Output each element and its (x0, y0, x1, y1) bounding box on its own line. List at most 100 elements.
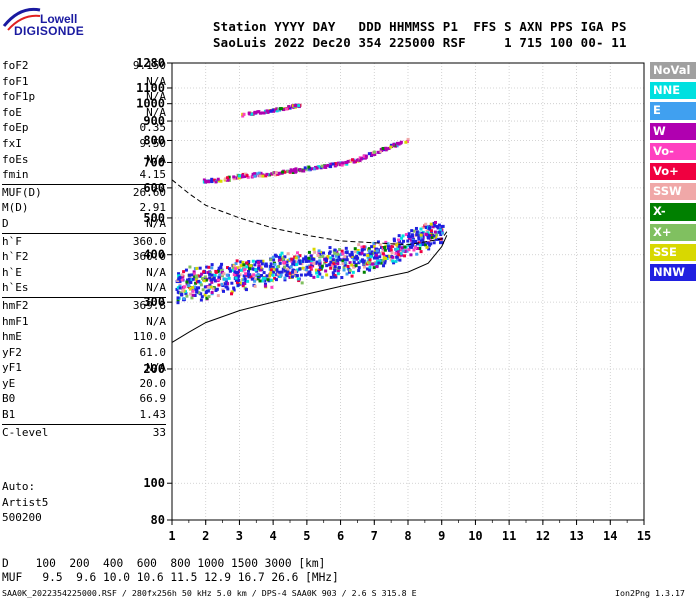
echo-dot (282, 108, 286, 112)
echo-dot (288, 275, 292, 279)
echo-dot (375, 265, 379, 269)
echo-dot (266, 278, 270, 282)
echo-dot (352, 260, 356, 264)
param-row: yE 20.0 (2, 376, 166, 392)
echo-dot (298, 259, 302, 263)
echo-dot (253, 279, 257, 283)
echo-dot (197, 279, 201, 283)
echo-dot (278, 255, 282, 259)
x-tick-label: 9 (438, 529, 445, 543)
echo-dot (239, 264, 243, 268)
echo-dot (216, 269, 220, 273)
echo-dot (417, 237, 421, 241)
echo-dot (275, 107, 279, 111)
echo-dot (372, 256, 376, 260)
echo-dot (427, 247, 431, 251)
echo-dot (364, 154, 368, 158)
echo-dot (253, 111, 257, 115)
echo-dot (300, 262, 304, 266)
echo-dot (237, 268, 241, 272)
profile-curve-dashed (171, 179, 448, 246)
echo-dot (193, 285, 197, 289)
echo-dot (176, 296, 180, 300)
echo-dot (316, 254, 320, 258)
echo-dot (259, 266, 263, 270)
echo-dot (414, 226, 418, 230)
echo-dot (431, 225, 435, 229)
param-value: N/A (146, 265, 166, 279)
echo-dot (304, 268, 308, 272)
echo-dot (394, 259, 398, 263)
echo-dot (278, 275, 282, 279)
param-row: yF2 61.0 (2, 345, 166, 361)
echo-dot (177, 277, 181, 281)
echo-dot (331, 258, 335, 262)
echo-dot (343, 255, 347, 259)
param-value: N/A (146, 90, 166, 104)
echo-dot (251, 172, 255, 176)
echo-dot (420, 231, 424, 235)
echo-dot (362, 247, 366, 251)
echo-dot (333, 265, 337, 269)
echo-dot (309, 254, 313, 258)
echo-dot (288, 169, 292, 173)
echo-dot (410, 238, 414, 242)
header-values: SaoLuis 2022 Dec20 354 225000 RSF 1 715 … (213, 35, 627, 50)
echo-dot (362, 260, 366, 264)
echo-dot (400, 246, 404, 250)
echo-dot (419, 233, 423, 237)
echo-dot (263, 279, 267, 283)
echo-dot (435, 233, 439, 237)
echo-dot (296, 268, 300, 272)
echo-dot (220, 262, 224, 266)
echo-dot (426, 231, 430, 235)
echo-dot (400, 253, 404, 257)
echo-dot (313, 167, 317, 171)
echo-dot (376, 150, 380, 154)
x-tick-label: 1 (168, 529, 175, 543)
echo-dot (332, 275, 336, 279)
param-row: D N/A (2, 216, 166, 232)
echo-dot (381, 247, 385, 251)
echo-dot (193, 275, 197, 279)
echo-dot (234, 279, 238, 283)
echo-dot (253, 174, 257, 178)
echo-dot (334, 275, 338, 279)
echo-dot (238, 174, 242, 178)
echo-dot (359, 252, 363, 256)
param-value: 33 (152, 425, 166, 439)
echo-dot (331, 254, 335, 258)
echo-dot (419, 236, 423, 240)
echo-dot (264, 262, 268, 266)
echo-dot (269, 265, 273, 269)
echo-dot (259, 259, 263, 263)
echo-dot (362, 154, 366, 158)
param-label: C-level (2, 425, 49, 439)
echo-dot (397, 234, 401, 238)
echo-dot (211, 277, 215, 281)
echo-dot (280, 270, 284, 274)
echo-dot (234, 262, 238, 266)
echo-dot (387, 254, 391, 258)
echo-dot (191, 285, 195, 289)
echo-dot (318, 272, 322, 276)
param-label: B0 (2, 392, 16, 406)
echo-dot (394, 251, 398, 255)
echo-dot (307, 250, 311, 254)
echo-dot (298, 254, 302, 258)
y-tick-label: 900 (143, 114, 165, 128)
echo-dot (314, 268, 318, 272)
echo-dot (382, 256, 386, 260)
echo-dot (223, 282, 227, 286)
param-row: foE N/A (2, 105, 166, 121)
echo-dot (198, 266, 202, 270)
echo-dot (257, 264, 261, 268)
echo-dot (226, 178, 230, 182)
echo-dot (223, 277, 227, 281)
echo-dot (419, 250, 423, 254)
echo-dot (271, 255, 275, 259)
echo-dot (398, 258, 402, 262)
param-value: 9.150 (132, 59, 166, 72)
echo-dot (389, 248, 393, 252)
echo-dot (370, 250, 374, 254)
